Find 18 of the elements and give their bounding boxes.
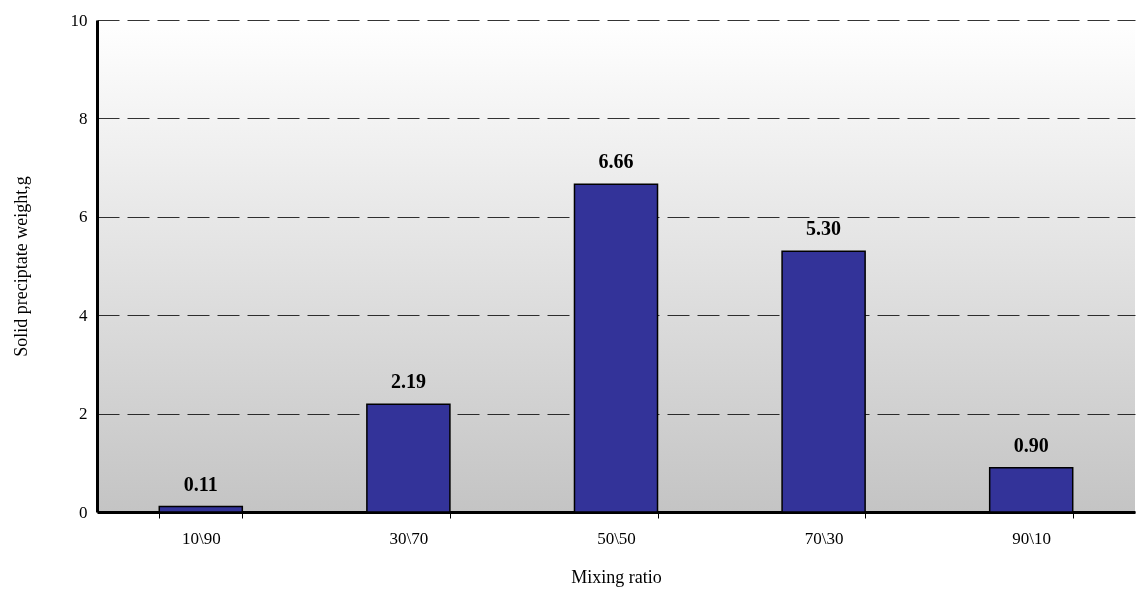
x-tick-label: 10\90 <box>181 528 221 548</box>
y-tick-label: 0 <box>79 502 88 522</box>
y-tick-label: 10 <box>70 10 88 30</box>
data-label: 0.11 <box>183 472 218 495</box>
data-label: 5.30 <box>806 217 842 240</box>
y-tick-label: 8 <box>79 108 88 128</box>
x-axis-title: Mixing ratio <box>571 566 662 587</box>
y-tick-label: 2 <box>79 404 88 424</box>
x-tick-label: 30\70 <box>389 528 429 548</box>
y-axis-title: Solid preciptate weight,g <box>10 176 31 357</box>
x-tick-label: 50\50 <box>597 528 636 548</box>
data-label: 2.19 <box>390 370 426 393</box>
y-tick-label: 4 <box>79 305 88 325</box>
data-label: 0.90 <box>1013 433 1049 456</box>
y-tick-label: 6 <box>79 207 88 227</box>
x-tick-label: 90\10 <box>1012 528 1052 548</box>
data-label: 6.66 <box>598 150 634 173</box>
x-tick-label: 70\30 <box>804 528 844 548</box>
